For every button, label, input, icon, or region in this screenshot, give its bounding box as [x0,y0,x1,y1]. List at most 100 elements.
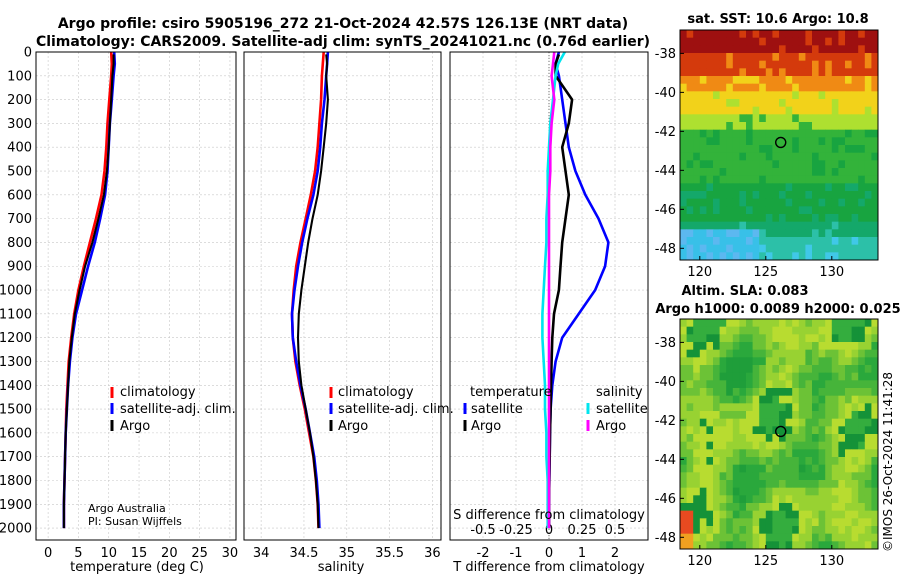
map-cell [772,129,780,138]
map-cell [825,533,833,542]
map-cell [831,129,839,138]
map-cell [812,464,819,473]
map-cell [765,326,773,335]
map-cell [686,480,694,489]
map-cell [739,541,747,550]
map-cell [765,541,773,550]
map-cell [851,388,859,397]
map-cell [772,68,780,77]
map-cell [845,129,852,138]
map-cell [686,449,694,458]
map-cell [871,388,879,397]
map-cell [706,206,714,215]
map-cell [864,464,872,473]
map-cell [752,434,760,443]
map-cell [858,326,866,335]
map-cell [864,495,872,504]
map-cell [851,91,859,100]
map-cell [699,191,707,200]
map-cell [779,418,786,427]
map-cell [792,53,800,62]
map-cell [772,45,780,54]
map-cell [732,495,740,504]
map-cell [759,449,767,458]
map-cell [739,160,747,169]
map-cell [871,114,879,123]
map-cell [746,388,753,397]
map-cell [779,198,786,207]
map-cell [706,160,714,169]
map-cell [871,495,879,504]
map-cell [818,114,826,123]
map-cell [752,426,760,435]
map-cell [798,99,806,108]
map-cell [726,30,734,39]
y-tick-label: 900 [7,260,32,275]
x-tick-label: 15 [131,546,148,561]
map-cell [686,464,694,473]
map-cell [792,191,800,200]
map-cell [785,365,793,374]
map-cell [699,37,707,46]
map-cell [693,206,701,215]
map-cell [812,418,819,427]
map-cell [772,175,780,184]
map-cell [686,495,694,504]
map-cell [739,480,747,489]
map-cell [719,30,727,39]
map-cell [732,83,740,92]
map-cell [792,175,800,184]
map-cell [871,372,879,381]
map-cell [719,480,727,489]
map-cell [739,319,747,328]
map-cell [871,510,879,519]
map-cell [864,145,872,154]
map-cell [746,503,753,512]
plot-frame [449,51,649,541]
map-cell [699,349,707,358]
map-cell [746,229,753,238]
map-cell [746,45,753,54]
map-x-tick-label: 125 [753,554,778,569]
map-cell [706,198,714,207]
map-cell [732,37,740,46]
map-cell [739,129,747,138]
s-tick-label: 0 [545,523,553,538]
map-cell [831,221,839,230]
map-cell [726,464,734,473]
map-cell [706,487,714,496]
map-cell [765,457,773,466]
map-cell [719,495,727,504]
map-cell [831,191,839,200]
map-cell [798,457,806,466]
y-tick-label: 500 [7,165,32,180]
map-cell [680,191,687,200]
map-cell [732,198,740,207]
map-cell [752,357,760,366]
map-cell [825,252,833,261]
map-cell [825,45,833,54]
map-cell [785,319,793,328]
map-cell [713,326,720,335]
map-cell [785,160,793,169]
map-cell [812,191,819,200]
map-cell [772,145,780,154]
map-cell [825,137,833,146]
map-cell [792,60,800,69]
map-cell [739,365,747,374]
map-cell [792,37,800,46]
map-cell [686,457,694,466]
map-cell [726,334,734,343]
map-cell [706,237,714,246]
map-cell [713,533,720,542]
map-cell [818,122,826,131]
map-cell [765,114,773,123]
x-tick-label: 36 [424,546,441,561]
map-cell [752,480,760,489]
map-cell [765,244,773,253]
map-cell [812,503,819,512]
map-cell [686,395,694,404]
map-cell [680,76,687,85]
map-cell [713,487,720,496]
map-cell [838,357,846,366]
